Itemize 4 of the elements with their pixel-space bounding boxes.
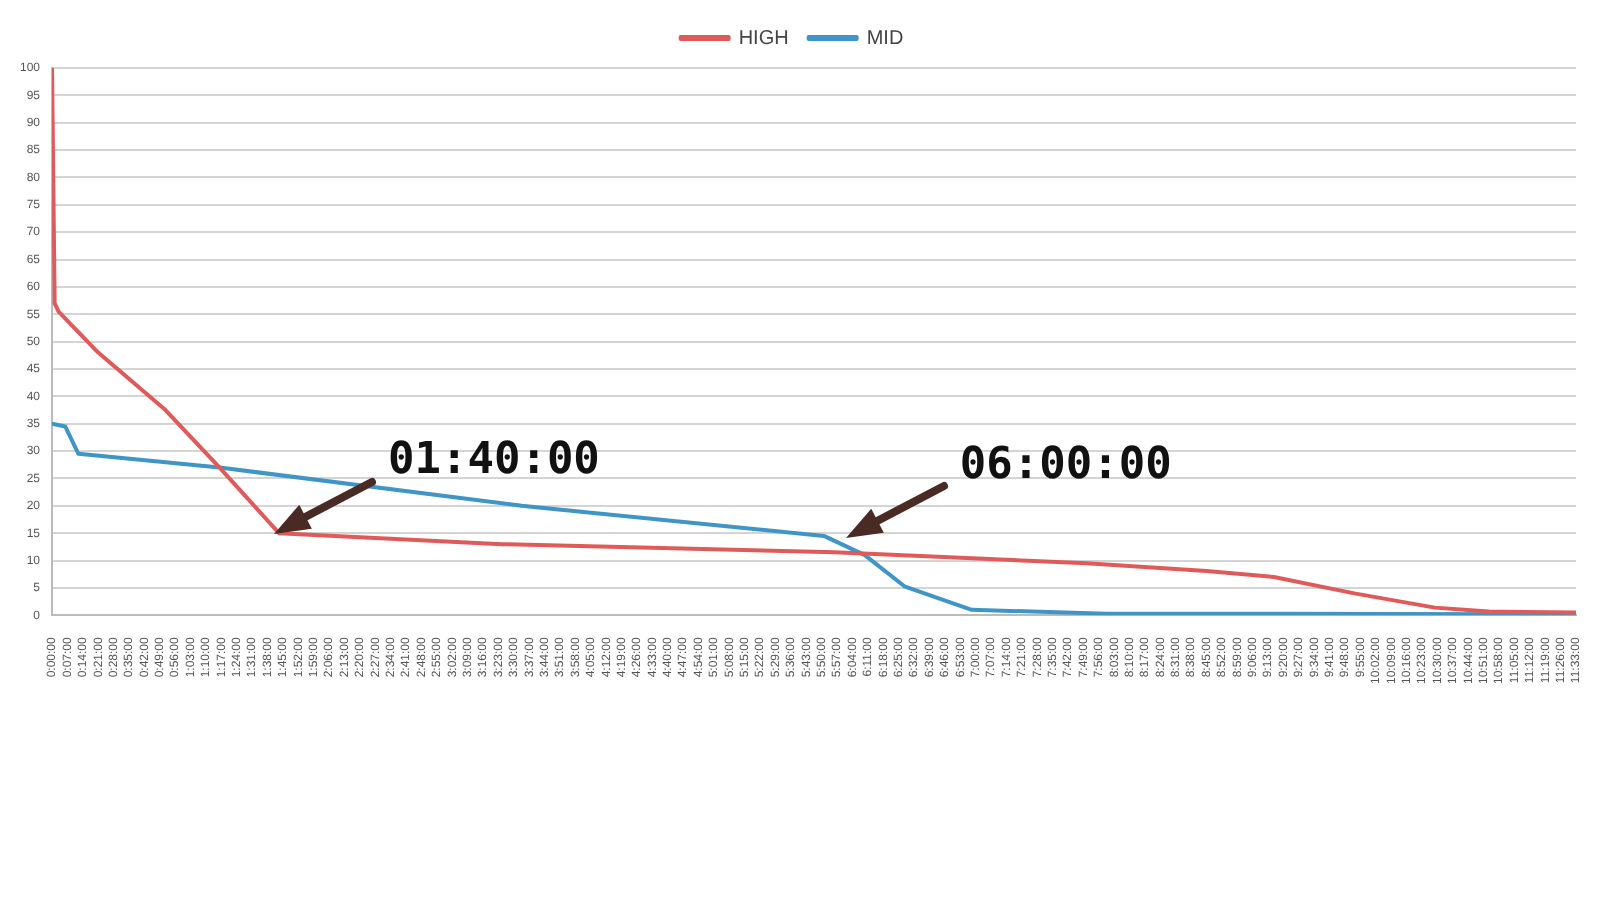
annotation: 01:40:00 [387,434,600,485]
legend-label: HIGH [738,27,789,50]
annotation: 06:00:00 [959,440,1172,491]
legend-label: MID [866,27,904,50]
